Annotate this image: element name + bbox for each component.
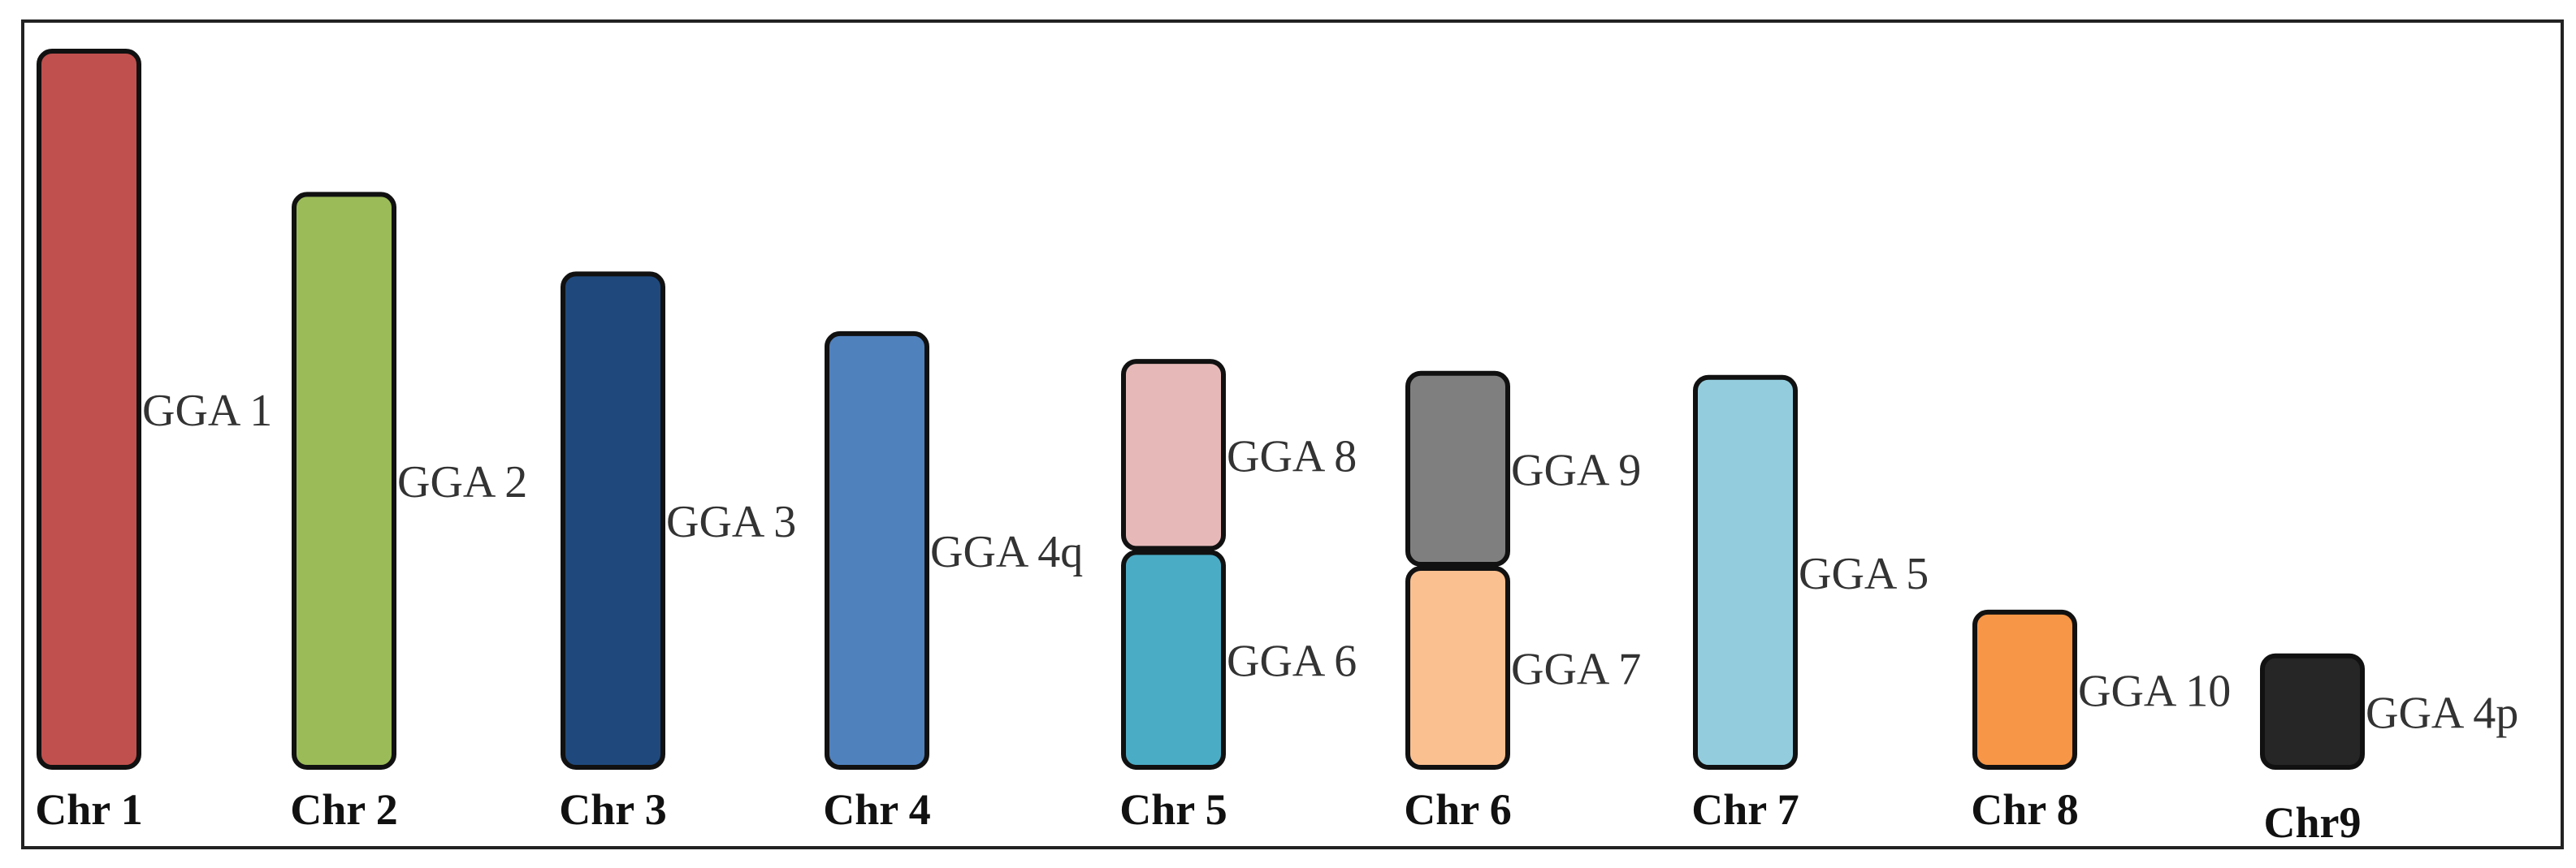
chromosome-8: GGA 10 Chr 8 — [1971, 609, 2231, 834]
chromosome-group: GGA 1 Chr 1 GGA 2 Chr 2 GGA 3 Chr 3 GGA 4q Chr … — [35, 49, 2518, 847]
chromosome-5: GGA 6 GGA 8 Chr 5 — [1119, 359, 1357, 834]
segment-label-gga-5: GGA 5 — [1799, 549, 1929, 599]
segment-label-gga-8: GGA 8 — [1227, 431, 1357, 482]
chromosome-label: Chr 5 — [1119, 785, 1227, 834]
segment-gga-8 — [1121, 359, 1226, 551]
segment-label-gga-9: GGA 9 — [1511, 445, 1641, 495]
segment-gga-3 — [561, 271, 665, 770]
chromosome-1: GGA 1 Chr 1 — [35, 49, 272, 834]
chromosome-label: Chr 1 — [35, 785, 143, 834]
chromosome-4: GGA 4q Chr 4 — [823, 330, 1083, 834]
chromosome-label: Chr 3 — [559, 785, 667, 834]
segment-label-gga-1: GGA 1 — [142, 386, 272, 436]
chromosome-label: Chr 2 — [290, 785, 398, 834]
chromosome-label: Chr9 — [2264, 798, 2362, 847]
segment-label-gga-6: GGA 6 — [1227, 637, 1357, 687]
chromosome-3: GGA 3 Chr 3 — [559, 271, 796, 834]
segment-gga-4q — [825, 330, 929, 770]
chromosome-label: Chr 6 — [1404, 785, 1512, 834]
segment-gga-1 — [37, 49, 141, 770]
segment-label-gga-2: GGA 2 — [397, 457, 527, 507]
segment-label-gga-4p: GGA 4p — [2366, 688, 2518, 738]
segment-label-gga-4q: GGA 4q — [930, 527, 1083, 577]
segment-gga-2 — [292, 192, 396, 770]
figure-frame — [21, 19, 2564, 849]
segment-gga-6 — [1121, 550, 1226, 771]
segment-gga-9 — [1405, 370, 1510, 567]
chromosome-label: Chr 8 — [1971, 785, 2079, 834]
segment-label-gga-7: GGA 7 — [1511, 645, 1641, 695]
chromosome-9: GGA 4p Chr9 — [2260, 653, 2518, 847]
chromosome-7: GGA 5 Chr 7 — [1691, 374, 1929, 834]
chromosome-2: GGA 2 Chr 2 — [290, 192, 527, 834]
chromosome-6: GGA 7 GGA 9 Chr 6 — [1404, 370, 1641, 834]
segment-gga-5 — [1693, 374, 1798, 770]
segment-gga-7 — [1405, 566, 1510, 770]
segment-label-gga-10: GGA 10 — [2078, 666, 2231, 716]
segment-gga-4p — [2260, 653, 2365, 770]
chromosome-label: Chr 4 — [823, 785, 931, 834]
chromosome-label: Chr 7 — [1691, 785, 1799, 834]
segment-gga-10 — [1972, 609, 2077, 771]
segment-label-gga-3: GGA 3 — [666, 497, 796, 547]
